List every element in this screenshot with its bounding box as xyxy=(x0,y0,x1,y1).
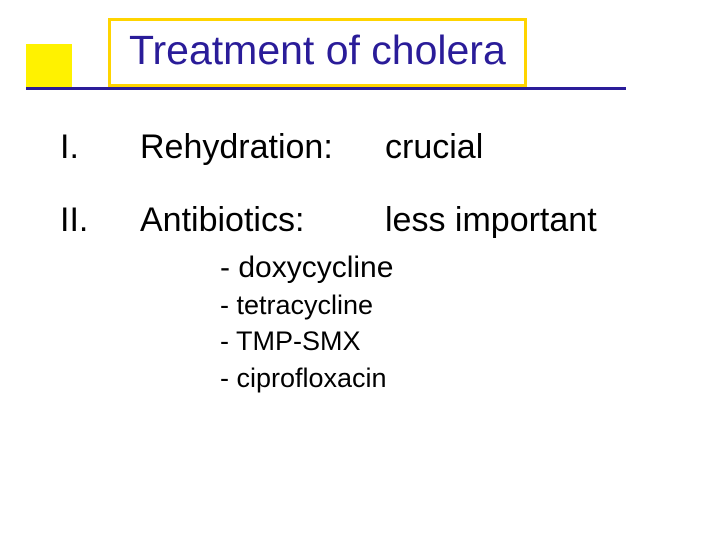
sublist-item: - doxycycline xyxy=(220,248,660,287)
title-box: Treatment of cholera xyxy=(108,18,527,87)
content-area: I. Rehydration: crucial II. Antibiotics:… xyxy=(60,128,660,396)
item-numeral: I. xyxy=(60,128,140,167)
item-note: crucial xyxy=(385,128,483,167)
accent-square xyxy=(26,44,72,90)
list-item: I. Rehydration: crucial xyxy=(60,128,660,167)
sublist-item: - tetracycline xyxy=(220,287,660,323)
item-label: Antibiotics: xyxy=(140,201,385,240)
sublist-item: - ciprofloxacin xyxy=(220,360,660,396)
item-note: less important xyxy=(385,201,597,240)
item-label: Rehydration: xyxy=(140,128,385,167)
item-numeral: II. xyxy=(60,201,140,240)
list-item: II. Antibiotics: less important xyxy=(60,201,660,240)
slide-title: Treatment of cholera xyxy=(129,27,506,74)
sublist: - doxycycline - tetracycline - TMP-SMX -… xyxy=(220,248,660,396)
title-underline xyxy=(26,87,626,90)
sublist-item: - TMP-SMX xyxy=(220,323,660,359)
